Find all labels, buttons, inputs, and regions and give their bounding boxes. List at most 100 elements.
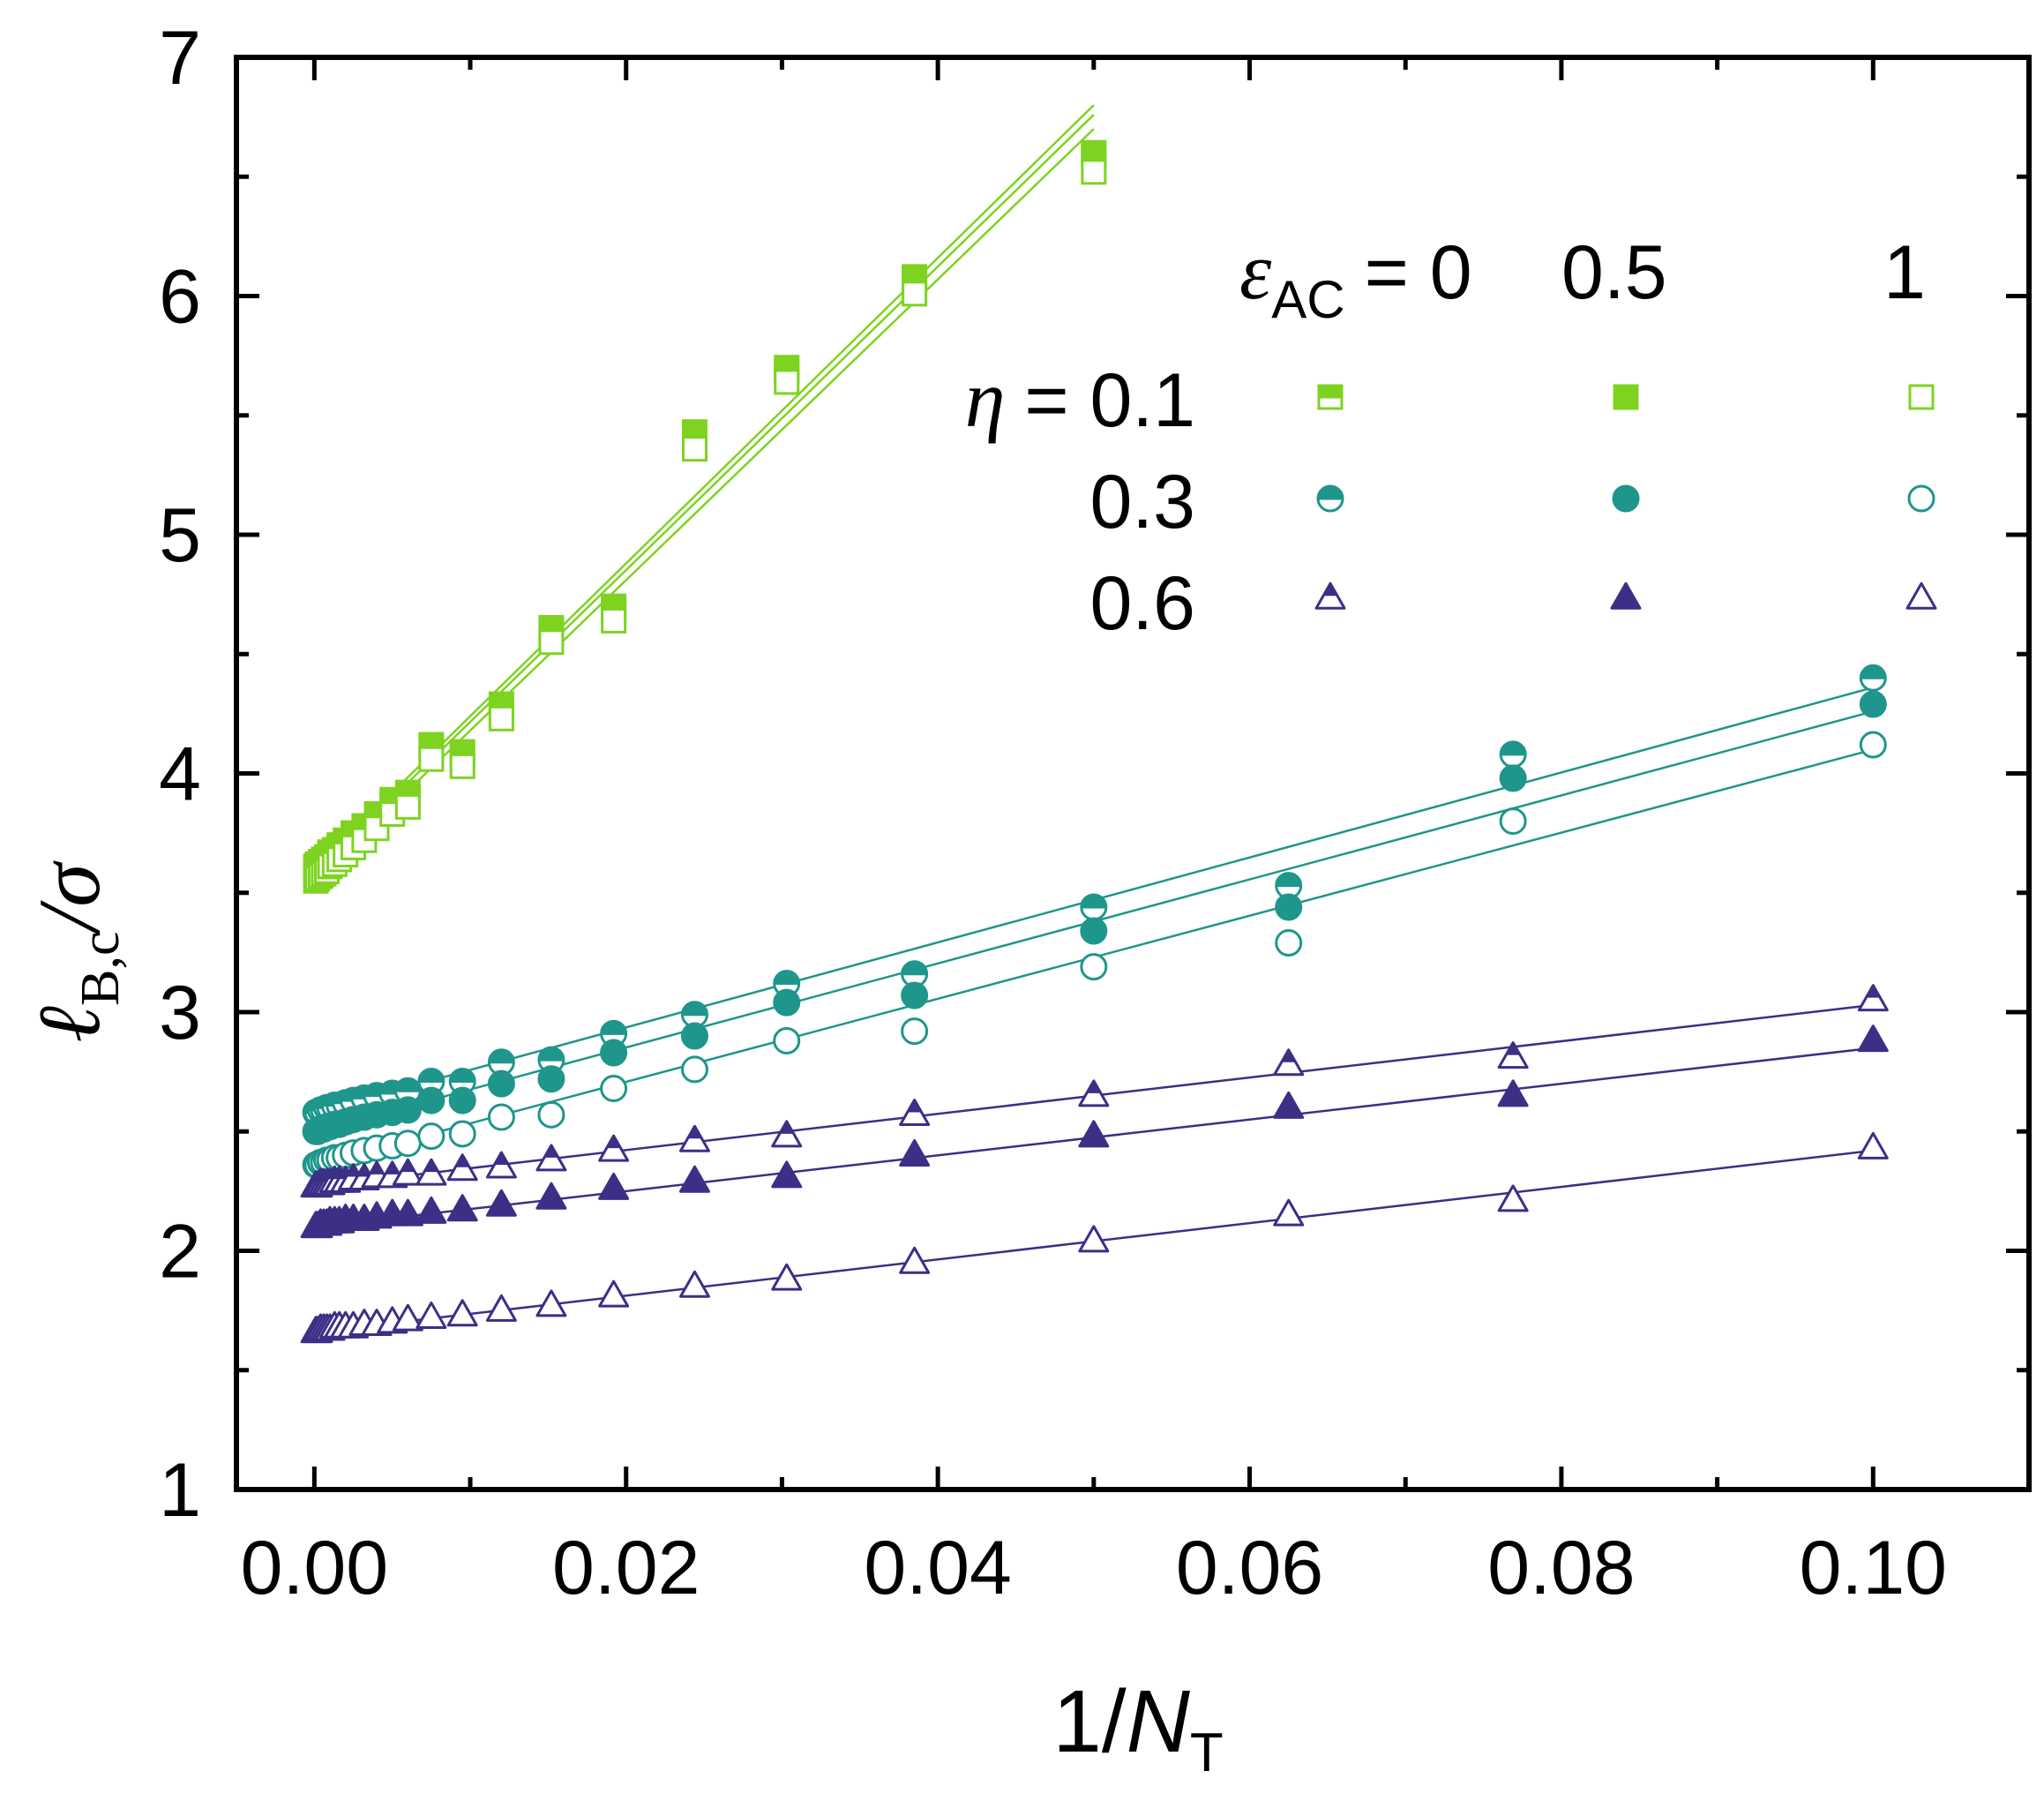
data-point — [537, 1065, 565, 1093]
data-point — [446, 1299, 478, 1327]
data-point — [485, 1151, 517, 1179]
y-axis-title: ℓB,c/σ — [20, 860, 131, 1043]
legend-eps-prefix: = 0 — [1365, 230, 1472, 315]
data-point — [392, 1198, 423, 1227]
data-point — [901, 960, 929, 988]
legend: εAC = 0 0.5 1 η = 0.1 0.3 0.6 — [965, 226, 1937, 646]
data-point — [600, 1039, 628, 1067]
data-point — [598, 1279, 630, 1308]
data-point — [448, 1086, 476, 1114]
legend-marker-0.1-0 — [1317, 384, 1344, 410]
data-point — [485, 1189, 517, 1217]
data-point — [1857, 1024, 1889, 1053]
x-axis-title-sub: T — [1190, 1722, 1224, 1783]
data-point — [485, 1294, 517, 1322]
data-point — [535, 1289, 567, 1317]
x-axis-title: 1/NT — [1052, 1672, 1224, 1783]
data-point — [1081, 159, 1107, 185]
data-point — [1273, 1198, 1305, 1227]
data-point — [487, 1069, 515, 1098]
series-2 — [303, 159, 1107, 894]
data-point — [681, 436, 708, 462]
legend-marker-0.6-0.5 — [1610, 582, 1642, 610]
data-point — [417, 1086, 445, 1114]
data-point — [601, 607, 627, 634]
x-axis-title-var: N — [1127, 1672, 1191, 1771]
data-point — [774, 369, 800, 395]
fit-line-1 — [313, 114, 1095, 875]
data-point — [1859, 731, 1887, 759]
data-point — [1080, 953, 1108, 981]
data-point — [1499, 740, 1527, 769]
data-point — [1499, 807, 1527, 836]
data-point — [899, 1246, 931, 1274]
legend-eta-symbol: η — [965, 354, 1006, 444]
data-point — [538, 629, 565, 656]
x-tick-label: 0.02 — [552, 1526, 700, 1610]
data-point — [448, 1120, 476, 1148]
data-point — [1859, 690, 1887, 718]
data-point — [1859, 664, 1887, 692]
data-point — [678, 1124, 710, 1152]
data-point — [680, 1001, 708, 1029]
data-point — [678, 1270, 710, 1298]
tick-labels: 0.00 0.02 0.04 0.06 0.08 0.10 1 2 3 4 5 6 7 — [159, 16, 1947, 1610]
x-tick-label: 0.00 — [241, 1526, 388, 1610]
data-point — [418, 746, 445, 772]
fit-line-2 — [313, 128, 1095, 882]
series-7 — [300, 1024, 1889, 1239]
x-axis-title-main: 1/ — [1052, 1672, 1127, 1771]
legend-marker-0.3-0 — [1316, 484, 1344, 513]
series-8 — [300, 1131, 1889, 1344]
data-point — [1497, 1184, 1529, 1212]
data-point — [901, 1017, 929, 1046]
x-tick-label: 0.06 — [1176, 1526, 1323, 1610]
data-point — [392, 1303, 423, 1332]
data-point — [1273, 1091, 1305, 1119]
y-axis-title-main: ℓ — [20, 1006, 118, 1043]
data-point — [773, 1026, 801, 1054]
axis-ticks — [236, 55, 2029, 1492]
data-point — [449, 753, 475, 779]
fit-line-0 — [313, 104, 1095, 870]
data-point — [598, 1134, 630, 1162]
y-tick-label: 2 — [159, 1210, 201, 1294]
data-point — [1857, 984, 1889, 1012]
data-point — [1275, 893, 1303, 921]
data-point — [416, 1301, 447, 1329]
series-4 — [302, 690, 1887, 1145]
data-point — [680, 1022, 708, 1050]
data-point — [394, 793, 421, 820]
legend-eps-sub: AC — [1271, 270, 1344, 329]
data-point — [392, 1158, 423, 1186]
data-point — [446, 1153, 478, 1182]
data-point — [678, 1165, 710, 1193]
legend-eta-header: η = 0.1 — [965, 354, 1195, 444]
data-point — [771, 1160, 803, 1189]
data-point — [488, 705, 514, 732]
y-tick-label: 5 — [159, 493, 201, 578]
data-point — [1497, 1079, 1529, 1107]
data-point — [1275, 929, 1303, 957]
data-point — [393, 1129, 422, 1158]
legend-marker-0.6-0 — [1314, 582, 1346, 610]
data-point — [771, 1263, 803, 1291]
data-point — [773, 970, 801, 998]
legend-marker-0.1-0.5 — [1613, 384, 1639, 410]
y-axis-title-sub: B,c — [71, 932, 131, 1006]
series-6 — [300, 984, 1889, 1198]
data-point — [393, 1096, 422, 1124]
data-point — [1078, 1120, 1110, 1148]
legend-marker-0.3-0.5 — [1612, 484, 1640, 513]
y-tick-label: 7 — [159, 16, 201, 101]
data-point — [1080, 893, 1108, 921]
data-point — [487, 1103, 515, 1131]
series-3 — [302, 664, 1887, 1127]
data-point — [1078, 1225, 1110, 1253]
data-point — [535, 1182, 567, 1210]
y-axis-title-tail: /σ — [20, 860, 118, 936]
data-point — [416, 1196, 447, 1224]
y-tick-label: 4 — [159, 732, 201, 817]
y-tick-label: 3 — [159, 971, 201, 1055]
